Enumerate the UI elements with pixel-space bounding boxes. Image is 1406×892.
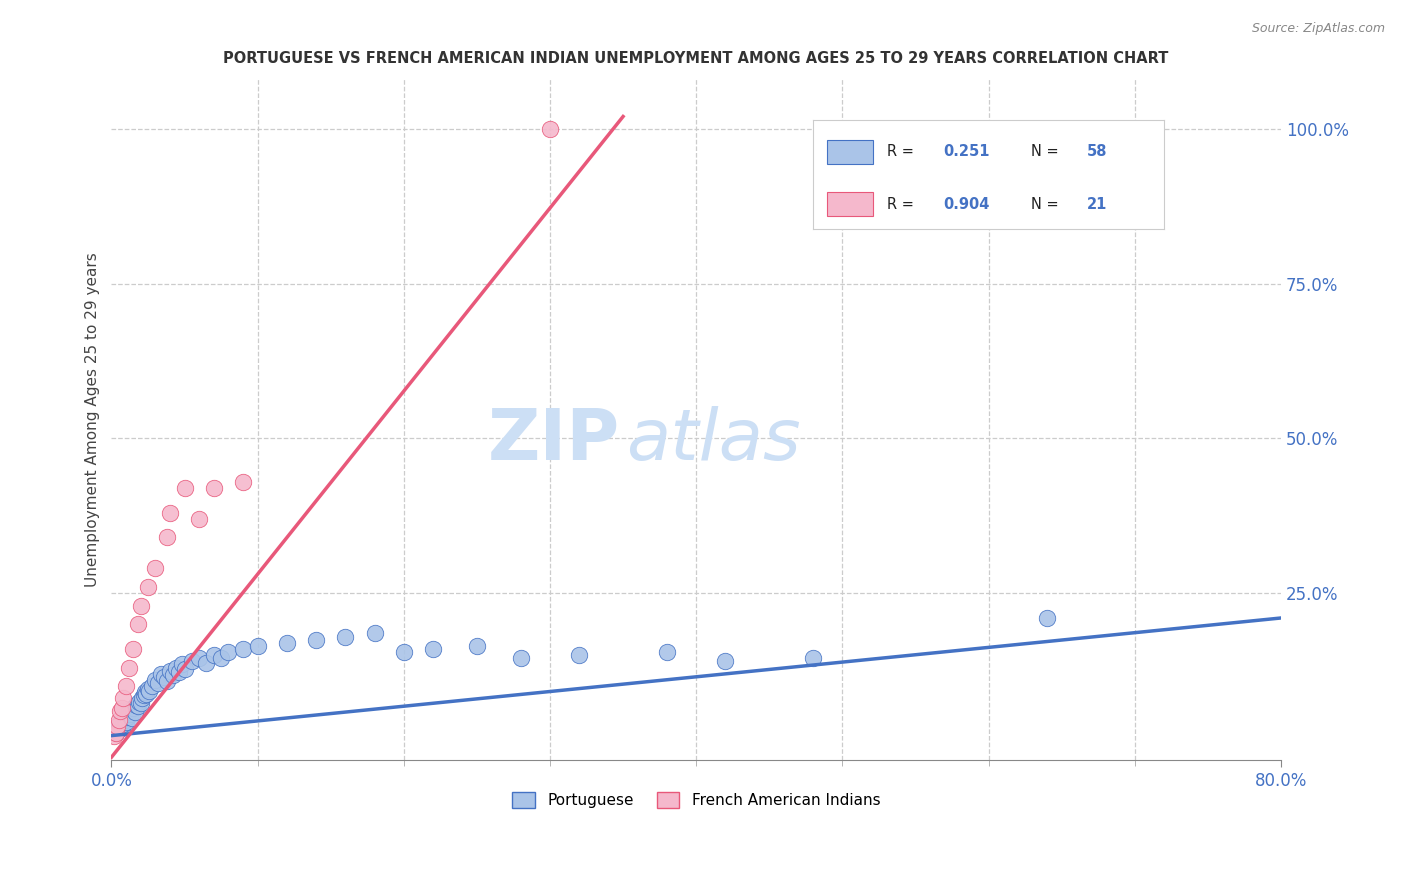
Point [134, 685, 156, 699]
Point [170, 657, 193, 672]
Point [180, 654, 202, 668]
Point [131, 691, 153, 706]
Point [124, 705, 146, 719]
Point [195, 656, 218, 670]
Point [173, 481, 195, 495]
Point [121, 711, 143, 725]
Point [141, 679, 163, 693]
Point [217, 645, 239, 659]
Point [135, 686, 157, 700]
Point [156, 531, 179, 545]
Point [335, 630, 357, 644]
Point [136, 682, 159, 697]
Point [202, 481, 225, 495]
Point [148, 676, 170, 690]
Point [114, 713, 136, 727]
Point [150, 666, 173, 681]
Title: PORTUGUESE VS FRENCH AMERICAN INDIAN UNEMPLOYMENT AMONG AGES 25 TO 29 YEARS CORR: PORTUGUESE VS FRENCH AMERICAN INDIAN UNE… [224, 51, 1168, 66]
Point [115, 679, 138, 693]
Point [153, 670, 176, 684]
Point [143, 561, 166, 575]
Point [112, 717, 135, 731]
Text: ZIP: ZIP [488, 406, 620, 475]
Point [246, 639, 269, 653]
Point [392, 645, 415, 659]
Point [103, 723, 125, 737]
Point [111, 721, 134, 735]
Point [159, 664, 181, 678]
Point [209, 651, 232, 665]
Point [127, 698, 149, 713]
Point [655, 645, 678, 659]
Point [125, 698, 148, 712]
Point [108, 716, 131, 731]
Text: atlas: atlas [626, 406, 800, 475]
Point [363, 626, 385, 640]
Point [111, 700, 134, 714]
Point [105, 719, 128, 733]
Point [105, 723, 128, 738]
Point [538, 121, 561, 136]
Point [128, 695, 150, 709]
Point [165, 660, 187, 674]
Point [127, 617, 149, 632]
Point [122, 700, 145, 714]
Point [115, 714, 138, 729]
Point [108, 704, 131, 718]
Legend: Portuguese, French American Indians: Portuguese, French American Indians [506, 786, 886, 814]
Point [159, 506, 181, 520]
Point [167, 665, 190, 680]
Point [465, 639, 488, 653]
Point [107, 719, 129, 733]
Point [714, 654, 737, 668]
Point [104, 725, 127, 739]
Point [136, 580, 159, 594]
Point [107, 713, 129, 727]
Point [801, 651, 824, 665]
Point [129, 599, 152, 613]
Point [173, 662, 195, 676]
Point [129, 697, 152, 711]
Point [162, 668, 184, 682]
Point [122, 642, 145, 657]
Point [232, 475, 254, 489]
Point [188, 651, 211, 665]
Point [156, 674, 179, 689]
Point [188, 512, 211, 526]
Text: Source: ZipAtlas.com: Source: ZipAtlas.com [1251, 22, 1385, 36]
Point [276, 636, 298, 650]
Point [112, 691, 135, 706]
Point [1036, 611, 1059, 625]
Point [232, 642, 254, 657]
Point [132, 689, 155, 703]
Point [509, 651, 531, 665]
Point [422, 642, 444, 657]
Point [104, 725, 127, 739]
Point [143, 673, 166, 687]
Y-axis label: Unemployment Among Ages 25 to 29 years: Unemployment Among Ages 25 to 29 years [86, 252, 100, 587]
Point [202, 648, 225, 662]
Point [103, 729, 125, 743]
Point [568, 648, 591, 662]
Point [120, 706, 142, 721]
Point [117, 710, 139, 724]
Point [305, 632, 328, 647]
Point [118, 660, 141, 674]
Point [138, 684, 160, 698]
Point [118, 704, 141, 718]
